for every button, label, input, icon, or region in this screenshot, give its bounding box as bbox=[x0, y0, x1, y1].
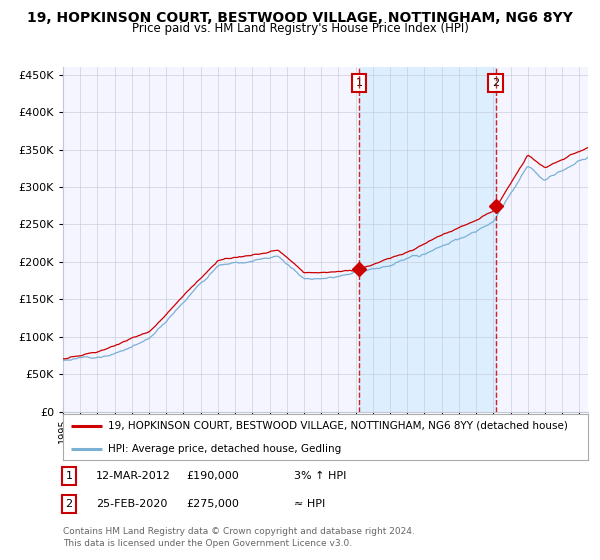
Text: 1: 1 bbox=[355, 78, 362, 88]
Text: 12-MAR-2012: 12-MAR-2012 bbox=[96, 471, 171, 481]
Text: HPI: Average price, detached house, Gedling: HPI: Average price, detached house, Gedl… bbox=[107, 444, 341, 454]
Text: 1: 1 bbox=[65, 471, 73, 481]
Text: Price paid vs. HM Land Registry's House Price Index (HPI): Price paid vs. HM Land Registry's House … bbox=[131, 22, 469, 35]
Bar bbox=[359, 67, 496, 412]
Text: £190,000: £190,000 bbox=[186, 471, 239, 481]
Text: ≈ HPI: ≈ HPI bbox=[294, 499, 325, 509]
Text: 19, HOPKINSON COURT, BESTWOOD VILLAGE, NOTTINGHAM, NG6 8YY: 19, HOPKINSON COURT, BESTWOOD VILLAGE, N… bbox=[27, 11, 573, 25]
Text: This data is licensed under the Open Government Licence v3.0.: This data is licensed under the Open Gov… bbox=[63, 539, 352, 548]
Text: 19, HOPKINSON COURT, BESTWOOD VILLAGE, NOTTINGHAM, NG6 8YY (detached house): 19, HOPKINSON COURT, BESTWOOD VILLAGE, N… bbox=[107, 421, 568, 431]
Text: Contains HM Land Registry data © Crown copyright and database right 2024.: Contains HM Land Registry data © Crown c… bbox=[63, 528, 415, 536]
Text: 25-FEB-2020: 25-FEB-2020 bbox=[96, 499, 167, 509]
Text: 3% ↑ HPI: 3% ↑ HPI bbox=[294, 471, 346, 481]
Text: £275,000: £275,000 bbox=[186, 499, 239, 509]
Text: 2: 2 bbox=[492, 78, 499, 88]
Text: 2: 2 bbox=[65, 499, 73, 509]
